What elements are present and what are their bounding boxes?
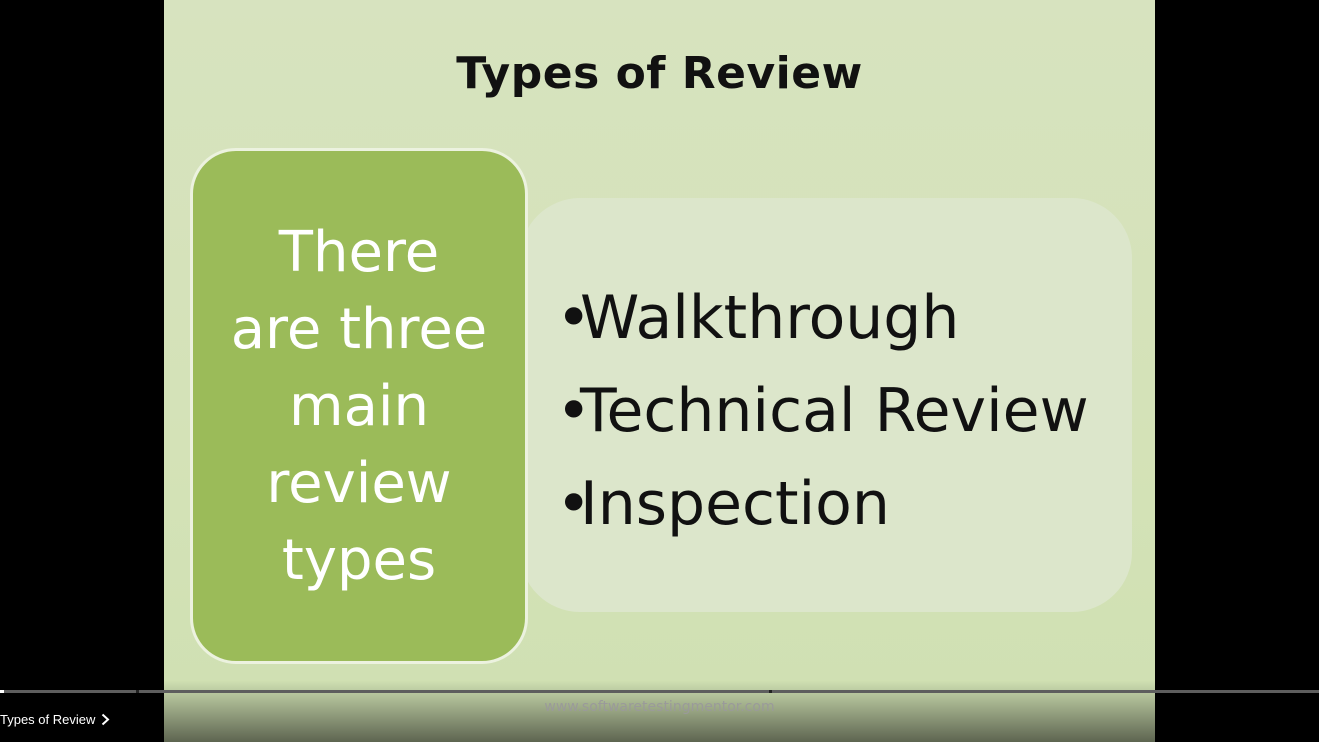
bullet-panel	[520, 198, 1132, 612]
box-line: main	[289, 373, 429, 439]
bullet-text: Walkthrough	[580, 283, 960, 353]
box-line: are three	[230, 296, 488, 362]
summary-box: There are three main review types	[190, 148, 528, 664]
progress-bar[interactable]	[0, 690, 1319, 693]
bullet-item: •Inspection	[556, 458, 1089, 551]
chapter-marker	[136, 690, 139, 693]
chapter-marker	[769, 690, 772, 693]
box-line: There	[278, 219, 440, 285]
slide-title: Types of Review	[456, 48, 863, 99]
progress-played	[0, 690, 4, 693]
bullet-dot: •	[556, 376, 592, 446]
bullet-item: •Technical Review	[556, 365, 1089, 458]
box-line: types	[281, 527, 437, 593]
bullet-dot: •	[556, 469, 592, 539]
bullet-text: Technical Review	[580, 376, 1089, 446]
chevron-right-icon	[102, 713, 110, 725]
bullet-item: •Walkthrough	[556, 272, 1089, 365]
bullet-list: •Walkthrough •Technical Review •Inspecti…	[556, 272, 1089, 551]
bullet-dot: •	[556, 283, 592, 353]
bullet-text: Inspection	[580, 469, 890, 539]
slide-footer-url: www.softwaretestingmentor.com	[544, 699, 775, 715]
video-frame[interactable]: Types of Review There are three main rev…	[164, 0, 1155, 742]
box-line: review	[266, 450, 452, 516]
chapter-title: Types of Review	[0, 711, 96, 727]
chapter-button[interactable]: Types of Review	[0, 708, 110, 730]
